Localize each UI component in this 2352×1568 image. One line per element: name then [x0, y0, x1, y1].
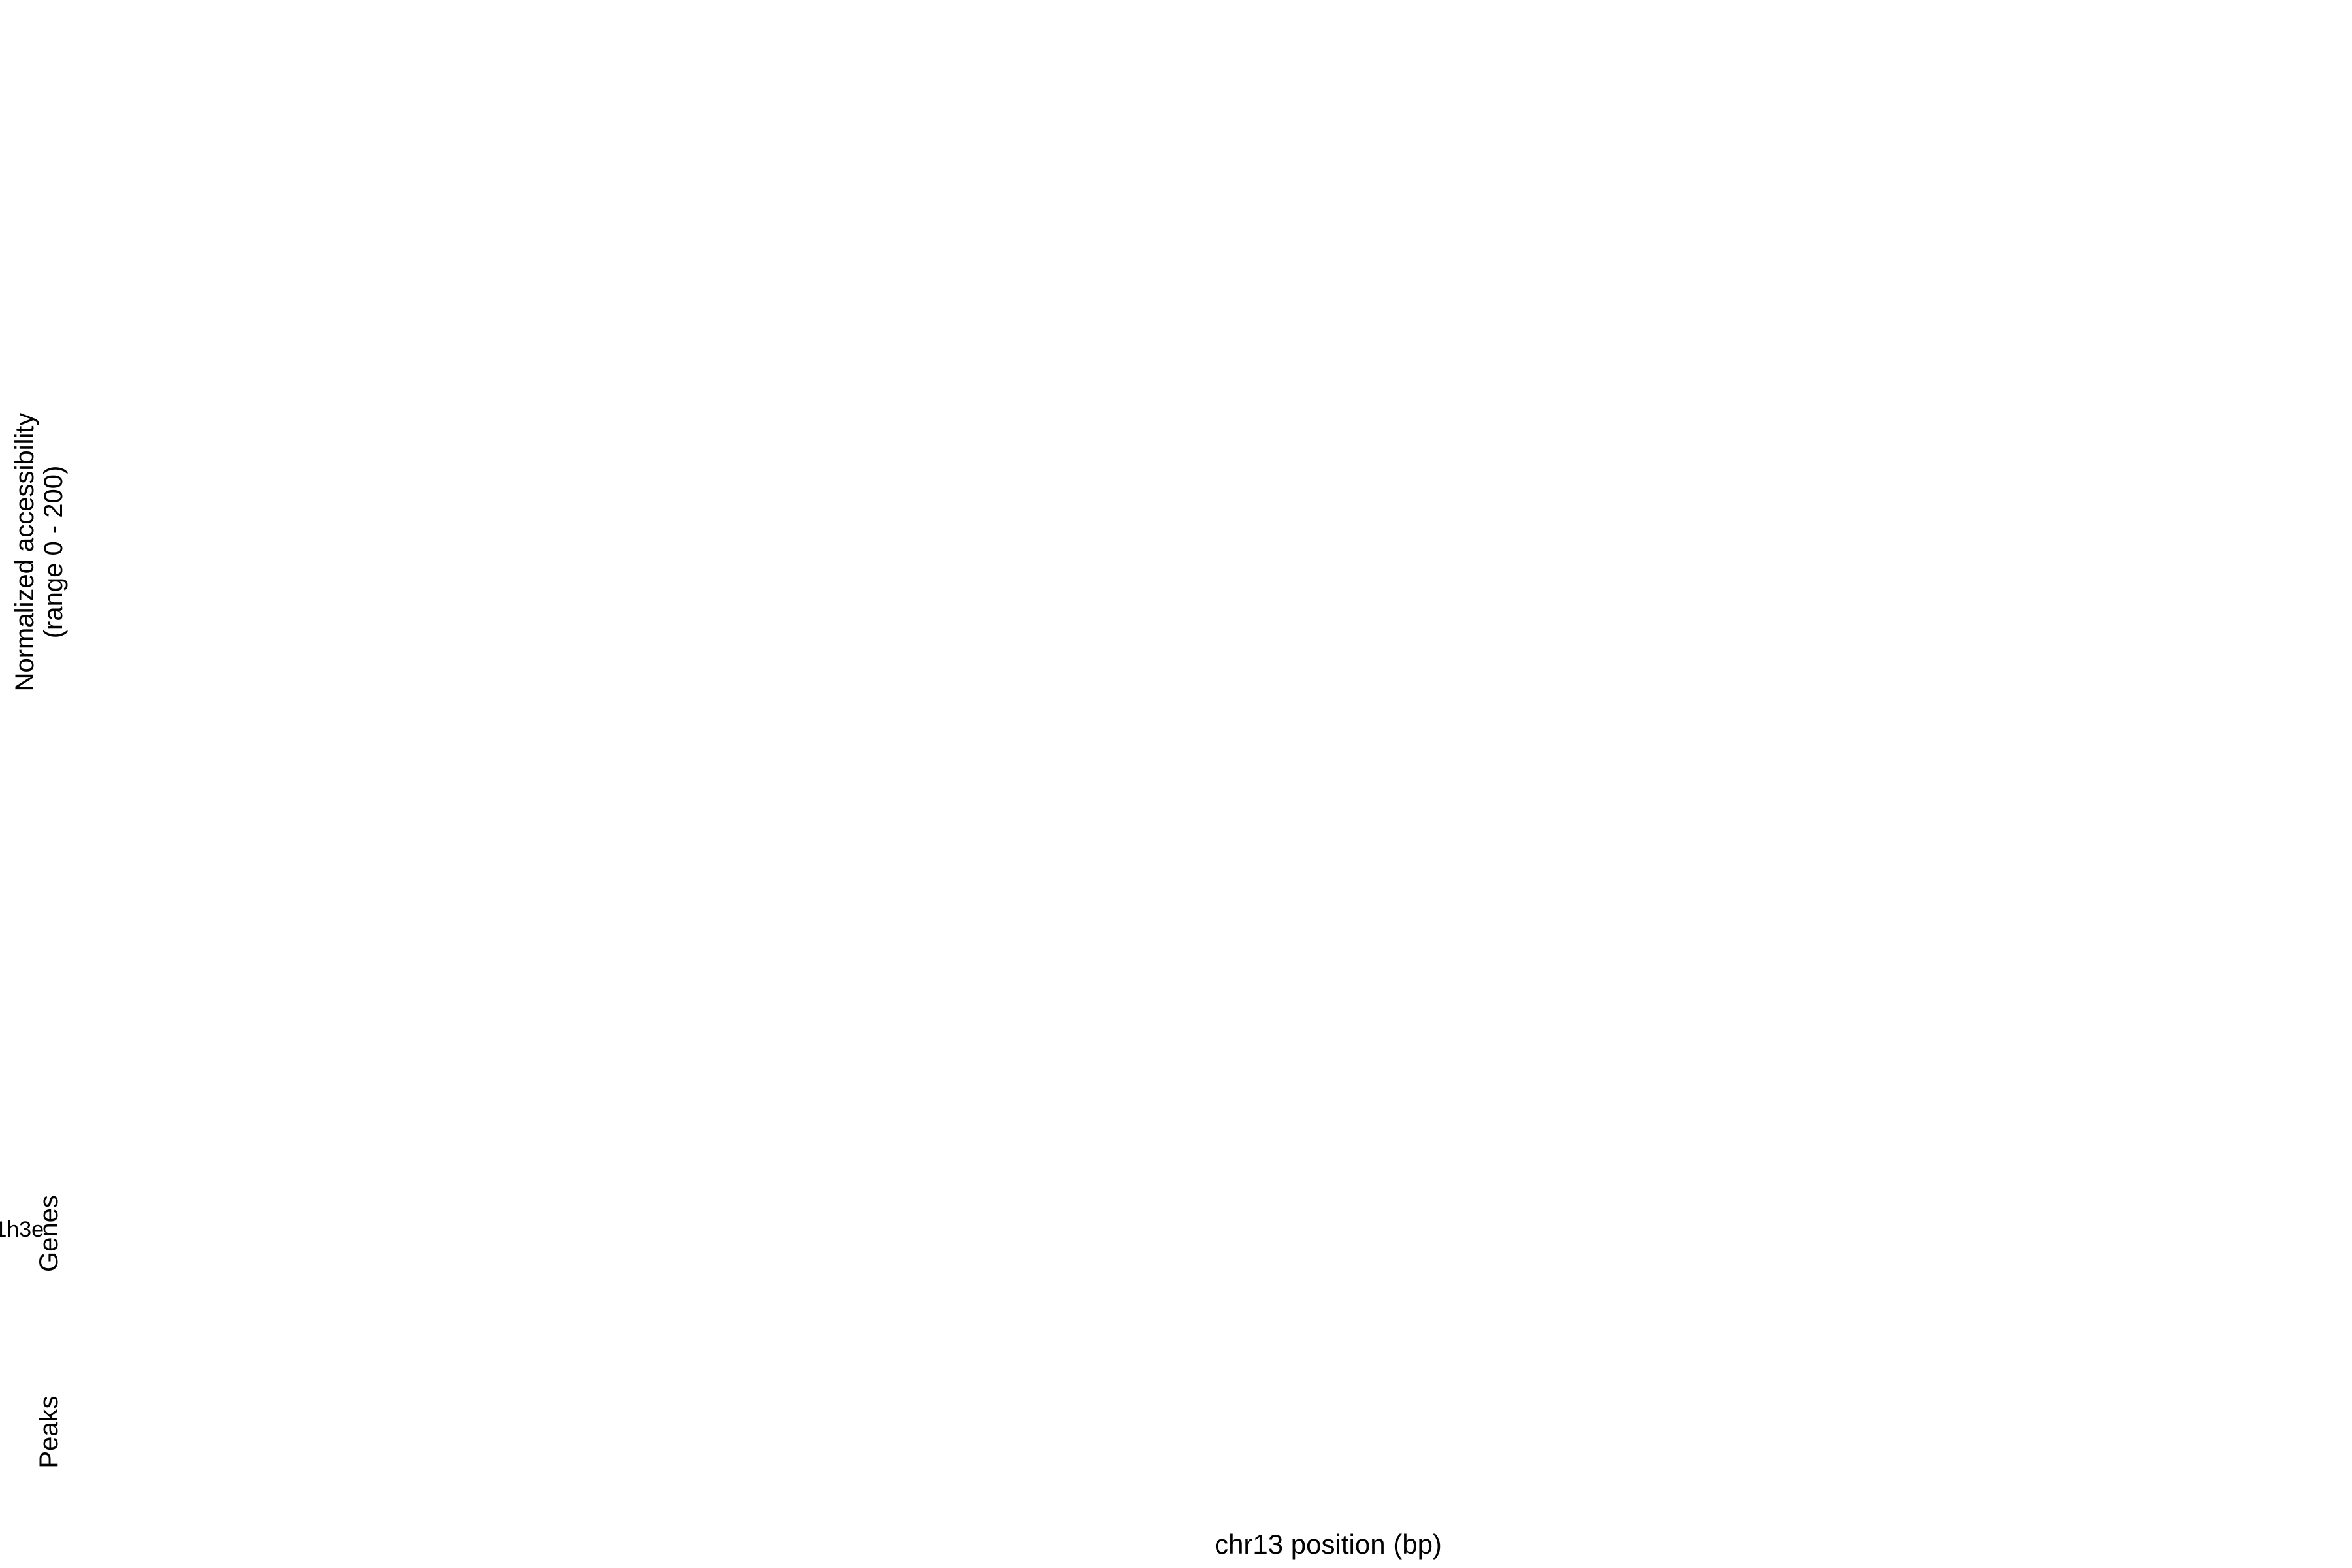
- tracks-plot: [0, 0, 2352, 1568]
- genome-browser-figure: Normalized accessibility (range 0 - 200)…: [0, 0, 2352, 1568]
